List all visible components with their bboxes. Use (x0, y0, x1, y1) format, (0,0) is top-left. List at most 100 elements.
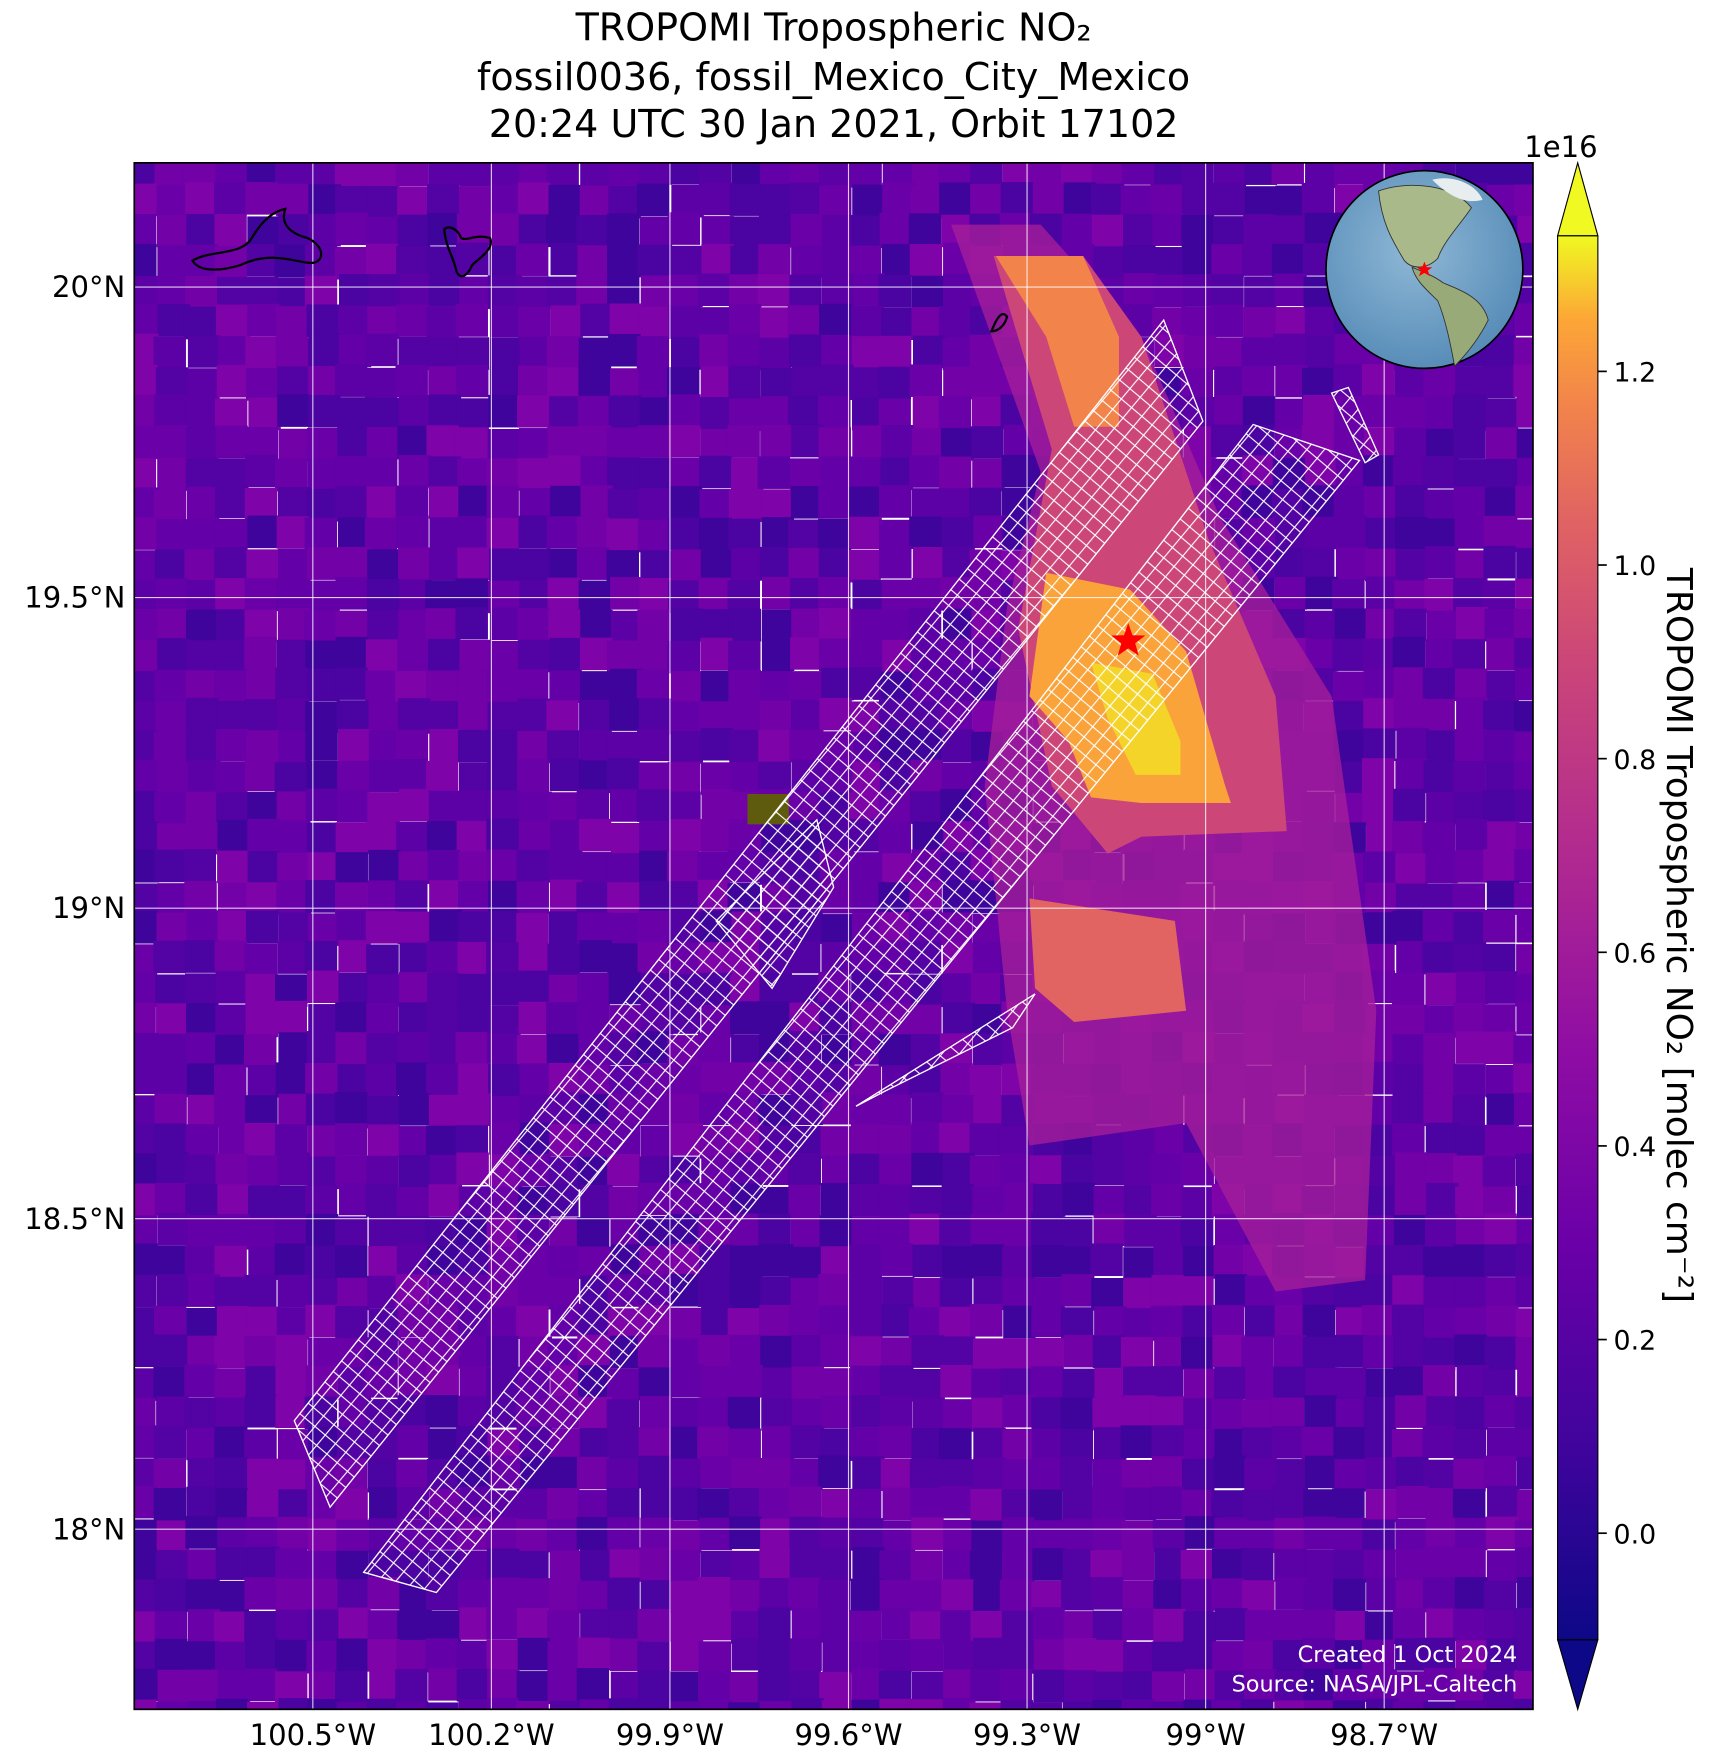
pixel (940, 428, 974, 461)
colorbar-tick-label: 0.0 (1614, 1519, 1657, 1550)
pixel (396, 515, 429, 549)
colorbar: 1e16 TROPOMI Tropospheric NO₂ [molec cm⁻… (1524, 130, 1699, 1712)
pixel (156, 1245, 190, 1279)
pixel (1032, 1607, 1065, 1640)
pixel (579, 940, 612, 973)
pixel (1517, 215, 1533, 249)
pixel (728, 640, 761, 674)
pixel (274, 762, 308, 795)
pixel (334, 486, 368, 520)
pixel (580, 1699, 613, 1710)
pixel (275, 306, 308, 339)
pixel (335, 852, 368, 885)
pixel (667, 1487, 700, 1521)
pixel (216, 1580, 250, 1614)
pixel (1395, 485, 1428, 519)
pixel (1092, 1397, 1125, 1431)
pixel (1154, 162, 1187, 186)
pixel (1063, 1334, 1097, 1368)
pixel (215, 518, 248, 552)
pixel (490, 184, 523, 218)
pixel (215, 1034, 248, 1068)
pixel (818, 607, 852, 641)
pixel (1124, 1214, 1157, 1247)
pixel (457, 973, 491, 1007)
pixel (1422, 455, 1455, 489)
pixel (217, 1670, 251, 1703)
pixel (398, 395, 432, 428)
pixel (425, 760, 459, 794)
pixel (368, 849, 401, 883)
pixel (428, 1184, 461, 1217)
pixel (607, 1487, 640, 1521)
pixel (1123, 1395, 1157, 1428)
pixel (427, 972, 460, 1006)
pixel (970, 1668, 1003, 1702)
pixel (880, 1243, 914, 1276)
pixel (185, 182, 218, 215)
pixel (761, 368, 794, 401)
pixel (970, 1488, 1003, 1522)
pixel (939, 182, 972, 216)
pixel (1452, 1488, 1486, 1522)
pixel (911, 1335, 944, 1368)
pixel (1183, 274, 1216, 307)
pixel (427, 701, 460, 734)
pixel (134, 1095, 160, 1128)
pixel (1002, 1428, 1035, 1462)
pixel (337, 729, 371, 762)
pixel (518, 214, 552, 248)
pixel (134, 821, 160, 855)
pixel (1272, 1485, 1305, 1519)
pixel (851, 1699, 885, 1710)
pixel (305, 880, 338, 913)
pixel (428, 273, 462, 307)
pixel (335, 1670, 368, 1704)
pixel (369, 398, 402, 431)
pixel (456, 820, 490, 854)
pixel (275, 1062, 309, 1095)
pixel (337, 305, 371, 339)
pixel (761, 638, 795, 672)
pixel (730, 761, 763, 795)
pixel (1241, 1548, 1274, 1581)
pixel (637, 728, 670, 762)
pixel (1361, 364, 1395, 397)
pixel (305, 728, 338, 761)
pixel (758, 1639, 791, 1672)
pixel (274, 1216, 308, 1249)
pixel (516, 849, 550, 883)
pixel (819, 1517, 852, 1551)
pixel (819, 1672, 852, 1705)
pixel (1422, 822, 1456, 856)
pixel (759, 546, 793, 580)
pixel (1213, 1244, 1247, 1278)
pixel (1001, 454, 1035, 488)
pixel (789, 1516, 822, 1550)
pixel (134, 183, 159, 217)
pixel (1214, 1517, 1247, 1551)
pixel (215, 485, 248, 518)
pixel (576, 516, 610, 550)
pixel (791, 424, 824, 458)
pixel (155, 701, 188, 734)
pixel (134, 944, 156, 977)
pixel (1392, 1429, 1425, 1462)
pixel (154, 1579, 187, 1613)
pixel (364, 456, 398, 490)
pixel (244, 1336, 278, 1369)
pixel (669, 1671, 702, 1704)
pixel (246, 1516, 279, 1550)
pixel (851, 336, 885, 369)
pixel (455, 304, 488, 337)
pixel (216, 1306, 250, 1339)
pixel (822, 1368, 855, 1401)
pixel (1303, 1516, 1337, 1550)
pixel (818, 396, 851, 429)
pixel (576, 215, 609, 248)
pixel (700, 637, 733, 671)
pixel (487, 761, 520, 795)
pixel (848, 549, 881, 583)
pixel (549, 1700, 583, 1710)
pixel (700, 670, 734, 704)
